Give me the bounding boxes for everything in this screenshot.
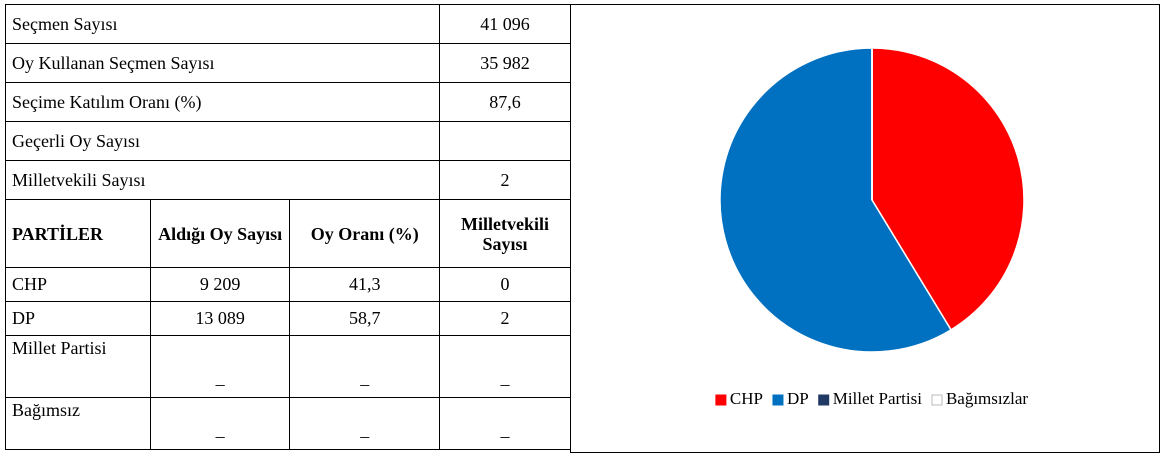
legend-swatch bbox=[931, 394, 943, 406]
summary-value: 2 bbox=[439, 160, 571, 200]
summary-label: Milletvekili Sayısı bbox=[4, 160, 441, 200]
party-value: 9 209 bbox=[149, 267, 291, 302]
party-row: CHP 9 209 41,3 0 bbox=[5, 267, 571, 302]
party-value: – bbox=[149, 335, 291, 398]
party-row: DP 13 089 58,7 2 bbox=[5, 301, 571, 336]
party-row: Millet Partisi – – – bbox=[5, 335, 571, 398]
header-cell: Milletvekili Sayısı bbox=[439, 199, 571, 268]
chart: CHP DP Millet Partisi Bağımsızlar bbox=[570, 4, 1160, 453]
party-value: – bbox=[149, 397, 291, 450]
party-row: Bağımsız – – – bbox=[5, 397, 571, 450]
header-cell: Oy Oranı (%) bbox=[289, 199, 441, 268]
legend-swatch bbox=[772, 394, 784, 406]
summary-value: 35 982 bbox=[439, 43, 571, 83]
pie-slice bbox=[719, 47, 953, 353]
summary-row: Geçerli Oy Sayısı bbox=[4, 121, 571, 161]
header-cell: Aldığı Oy Sayısı bbox=[149, 199, 291, 268]
pie-slice bbox=[871, 47, 1025, 331]
party-name: Bağımsız bbox=[5, 397, 151, 450]
legend-label: Bağımsızlar bbox=[946, 389, 1028, 408]
summary-value: 87,6 bbox=[439, 82, 571, 122]
party-value: – bbox=[439, 397, 571, 450]
header-cell: PARTİLER bbox=[5, 199, 151, 268]
legend-label: Millet Partisi bbox=[833, 389, 923, 408]
party-value: 58,7 bbox=[289, 301, 441, 336]
summary-label: Oy Kullanan Seçmen Sayısı bbox=[4, 43, 441, 83]
party-name: DP bbox=[5, 301, 151, 336]
summary-label: Geçerli Oy Sayısı bbox=[4, 121, 441, 161]
summary-row: Seçime Katılım Oranı (%) 87,6 bbox=[4, 82, 571, 122]
party-value: – bbox=[439, 335, 571, 398]
legend-swatch bbox=[715, 394, 727, 406]
party-value: – bbox=[289, 335, 441, 398]
legend-label: CHP bbox=[730, 389, 763, 408]
party-value: 13 089 bbox=[149, 301, 291, 336]
summary-label: Seçime Katılım Oranı (%) bbox=[4, 82, 441, 122]
party-value: 41,3 bbox=[289, 267, 441, 302]
party-value: – bbox=[289, 397, 441, 450]
header-row: PARTİLER Aldığı Oy Sayısı Oy Oranı (%) Mill… bbox=[5, 199, 571, 268]
legend-label: DP bbox=[787, 389, 809, 408]
legend-swatch bbox=[818, 394, 830, 406]
party-value: 2 bbox=[439, 301, 571, 336]
summary-value bbox=[439, 121, 571, 161]
party-name: Millet Partisi bbox=[5, 335, 151, 398]
party-value: 0 bbox=[439, 267, 571, 302]
summary-label: Seçmen Sayısı bbox=[4, 4, 441, 44]
summary-value: 41 096 bbox=[439, 4, 571, 44]
party-name: CHP bbox=[5, 267, 151, 302]
table-body: Seçmen Sayısı 41 096 Oy Kullanan Seçmen Sa… bbox=[4, 4, 571, 450]
summary-row: Seçmen Sayısı 41 096 bbox=[4, 4, 571, 44]
summary-row: Oy Kullanan Seçmen Sayısı 35 982 bbox=[4, 43, 571, 83]
results-table: Seçmen Sayısı 41 096 Oy Kullanan Seçmen Sa… bbox=[4, 4, 571, 450]
summary-row: Milletvekili Sayısı 2 bbox=[4, 160, 571, 200]
